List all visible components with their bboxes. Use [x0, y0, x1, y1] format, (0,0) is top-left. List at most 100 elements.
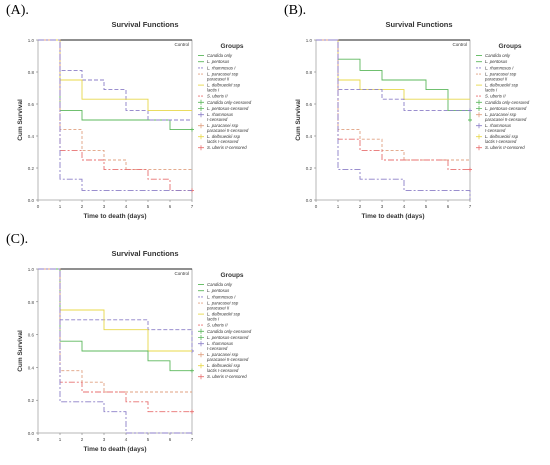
- legend-label: L. delbrueckii ssp lactis I-censored: [207, 134, 241, 144]
- legend-item-7: L. pentosus-censored: [198, 335, 249, 340]
- x-tick-label-0: 0: [37, 204, 40, 209]
- x-tick-label-7: 7: [469, 204, 472, 209]
- x-tick-label-2: 2: [81, 437, 84, 442]
- legend-label-line: S. uberis II-censored: [485, 145, 525, 150]
- legend-title: Groups: [220, 43, 243, 50]
- chart-title: Survival Functions: [111, 249, 178, 258]
- survival-curve-3: [38, 268, 192, 372]
- legend-label-line: L. paracasei ssp: [207, 123, 239, 128]
- legend-label: L. paracasei ssp paracasei II-censored: [206, 123, 249, 133]
- x-tick-label-0: 0: [37, 437, 40, 442]
- legend-label-line: Candida only: [485, 53, 511, 58]
- panel-label-a: (A).: [6, 3, 29, 18]
- y-axis-label: Cum Survival: [17, 99, 24, 141]
- y-tick-label-3: 0.6: [306, 102, 313, 107]
- legend-label-line: L. pentosus: [485, 59, 508, 64]
- legend-item-9: L. rhamnosus I-censored: [476, 123, 512, 133]
- legend-label: Candida only-censored: [485, 100, 530, 105]
- legend-label-line: L. delbrueckii ssp: [207, 363, 241, 368]
- legend-label-line: L. delbrueckii ssp: [207, 134, 241, 139]
- legend-label-line: paracasei II: [484, 76, 508, 81]
- legend-label-line: L. pentosus: [207, 288, 230, 293]
- legend-item-5: S. uberis II: [476, 94, 506, 99]
- y-tick-label-4: 0.8: [306, 70, 313, 75]
- control-label: Control: [452, 42, 467, 47]
- legend-label-line: paracasei II-censored: [206, 357, 249, 362]
- legend-label-line: L. delbrueckii ssp: [207, 83, 241, 88]
- survival-curve-5: [38, 268, 192, 413]
- legend-label: Candida only: [485, 53, 511, 58]
- legend-swatch: [476, 123, 482, 129]
- x-axis-label: Time to death (days): [83, 213, 146, 220]
- legend-swatch: [198, 134, 204, 140]
- legend-label: Candida only: [207, 53, 233, 58]
- y-tick-label-2: 0.4: [28, 365, 35, 370]
- legend-label-line: I-censored: [485, 128, 506, 133]
- legend-label-line: paracasei II-censored: [206, 128, 249, 133]
- y-tick-label-1: 0.2: [306, 166, 313, 171]
- legend-label-line: L. rhamnosus I: [485, 65, 514, 70]
- x-tick-label-7: 7: [191, 204, 194, 209]
- legend-item-0: Candida only: [198, 53, 233, 58]
- legend-label: L. pentosus: [207, 59, 230, 64]
- legend-label: L. paracasei ssp paracasei II-censored: [206, 352, 249, 362]
- legend-item-2: L. rhamnosus I: [198, 294, 236, 299]
- legend-label: S. uberis II: [207, 94, 228, 99]
- legend-label-line: L. delbrueckii ssp: [207, 312, 241, 317]
- legend-label-line: L. delbrueckii ssp: [485, 83, 519, 88]
- legend-item-6: Candida only-censored: [476, 99, 530, 105]
- legend-label-line: Candida only: [207, 53, 233, 58]
- survival-curve-4: [316, 39, 470, 161]
- y-axis-label: Cum Survival: [17, 330, 24, 372]
- legend-label-line: lactis I: [207, 87, 220, 92]
- legend-label: L. paracasei ssp paracasei II: [206, 301, 239, 311]
- legend-swatch: [198, 341, 204, 347]
- legend-label: L. rhamnosus I-censored: [207, 112, 234, 122]
- legend-label-line: L. rhamnosus: [485, 123, 512, 128]
- legend-item-11: S. uberis II-censored: [198, 145, 247, 151]
- legend-item-9: L. paracasei ssp paracasei II-censored: [198, 352, 249, 362]
- legend-label-line: Candida only-censored: [485, 100, 530, 105]
- legend-label-line: lactis I: [207, 316, 220, 321]
- y-tick-label-3: 0.6: [28, 102, 35, 107]
- x-tick-label-1: 1: [59, 204, 62, 209]
- survival-curve-2: [38, 39, 192, 121]
- legend-label: L. delbrueckii ssp lactis I-censored: [207, 363, 241, 373]
- legend-item-2: L. rhamnosus I: [198, 65, 236, 70]
- y-axis-label: Cum Survival: [295, 99, 302, 141]
- survival-curve-4: [38, 268, 192, 393]
- legend-item-5: S. uberis II: [198, 323, 228, 328]
- legend-label-line: paracasei II: [206, 76, 230, 81]
- y-tick-label-5: 1.0: [28, 267, 35, 272]
- x-tick-label-5: 5: [147, 437, 150, 442]
- survival-curve-6: [316, 39, 471, 200]
- x-tick-label-6: 6: [169, 204, 172, 209]
- x-tick-label-5: 5: [425, 204, 428, 209]
- y-tick-label-3: 0.6: [28, 333, 35, 338]
- x-tick-label-2: 2: [359, 204, 362, 209]
- legend-swatch: [198, 99, 204, 105]
- x-tick-label-7: 7: [191, 437, 194, 442]
- x-tick-label-4: 4: [403, 204, 406, 209]
- legend-label: L. delbrueckii ssp lactis I-censored: [485, 134, 519, 144]
- legend-label: L. pentosus-censored: [207, 106, 249, 111]
- x-tick-label-0: 0: [315, 204, 318, 209]
- plot-area: [315, 39, 471, 201]
- legend-label: L. paracasei ssp paracasei II: [206, 72, 239, 82]
- legend-label-line: L. rhamnosus: [207, 112, 234, 117]
- legend-swatch: [198, 106, 204, 111]
- legend-label: Candida only: [207, 282, 233, 287]
- x-tick-label-2: 2: [81, 204, 84, 209]
- legend-label: L. pentosus-censored: [207, 335, 249, 340]
- legend-label-line: L. rhamnosus I: [207, 294, 236, 299]
- legend-item-7: L. pentosus-censored: [198, 106, 249, 111]
- y-tick-label-4: 0.8: [28, 300, 35, 305]
- legend-swatch: [198, 123, 204, 129]
- y-tick-label-5: 1.0: [306, 38, 313, 43]
- legend-label: L. rhamnosus I: [207, 65, 236, 70]
- y-tick-label-2: 0.4: [28, 134, 35, 139]
- legend-label-line: paracasei II: [206, 305, 230, 310]
- legend-swatch: [476, 134, 482, 140]
- legend-label-line: L. pentosus-censored: [207, 106, 249, 111]
- censor-mark-1: [190, 127, 194, 132]
